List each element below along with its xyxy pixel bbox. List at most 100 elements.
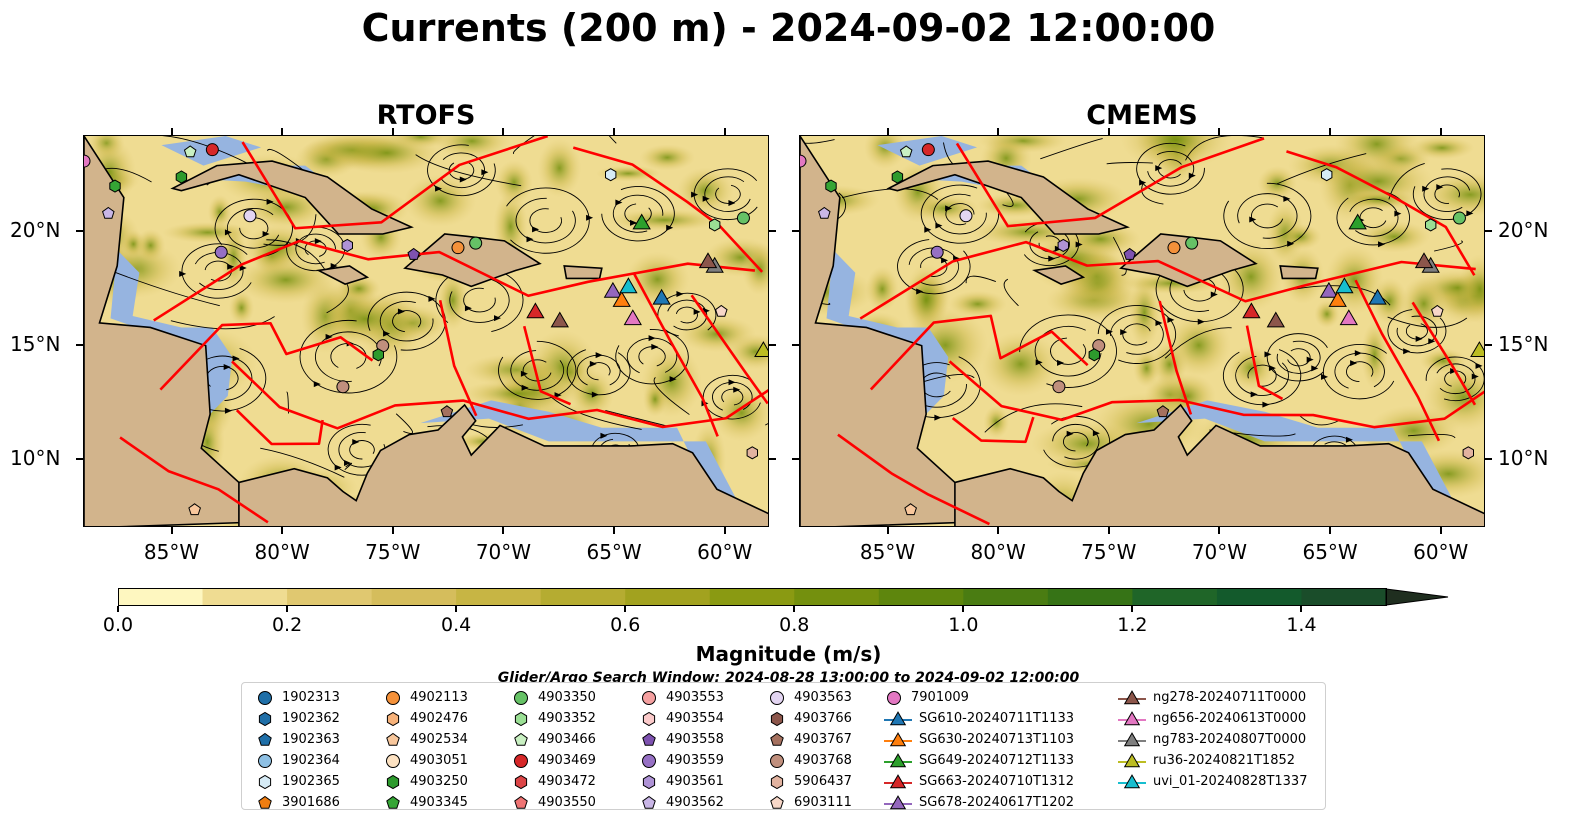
legend-circle-marker [642,753,656,768]
legend-label: 4902113 [410,690,468,705]
legend-entry: ng656-20240613T0000 [1117,708,1307,729]
cmems-float-marker-6 [959,209,973,223]
cmems-float-marker-20 [1335,277,1354,294]
y-tick-mark [1485,457,1492,460]
colorbar-bin [1132,589,1218,605]
colorbar-tick-label: 0.2 [271,614,303,636]
lon-tick-label: 80°W [970,540,1026,564]
x-tick-mark [281,128,284,135]
rtofs-float-marker-18 [603,281,623,298]
lat-tick-label: 15°N [1498,331,1549,356]
legend-pentagon-marker [642,795,656,809]
legend-entry: SG663-20240710T1312 [883,771,1074,792]
legend-entry: 5906437 [766,771,852,792]
rtofs-float-marker-17 [550,311,569,328]
legend-entry: uvi_01-20240828T1337 [1117,771,1307,792]
y-tick-mark [769,457,776,460]
colorbar-tick-mark [286,606,289,612]
cmems-float-marker-22 [1368,288,1387,305]
colorbar-bin [371,589,457,605]
rtofs-float-marker-29 [440,405,454,418]
x-tick-mark [281,527,284,534]
lon-tick-label: 75°W [1081,540,1137,564]
x-tick-mark [723,128,726,135]
legend-hexagon-marker [386,711,400,726]
legend-entry: 3901686 [254,792,340,813]
legend-hexagon-marker [514,774,528,789]
rtofs-float-marker-22 [652,288,671,305]
y-tick-mark [792,343,799,346]
y-tick-mark [769,343,776,346]
legend-circle-marker [386,753,400,768]
cmems-float-marker-29 [1156,405,1170,418]
x-tick-mark [391,128,394,135]
x-tick-mark [1439,527,1442,534]
legend-label: 6903111 [794,795,852,810]
legend-entry: 4902534 [382,729,468,750]
legend-hexagon-marker [770,711,784,726]
legend-label: 1902313 [282,690,340,705]
legend-entry: ng783-20240807T0000 [1117,729,1307,750]
lon-tick-label: 85°W [143,540,200,564]
y-tick-mark [792,229,799,232]
lon-tick-label: 70°W [475,540,532,564]
legend-hexagon-marker [642,774,656,789]
legend-entry: 4903345 [382,792,468,813]
legend-label: 4903466 [538,732,596,747]
map-panel-rtofs[interactable] [83,135,769,527]
colorbar-tick-mark [455,606,458,612]
legend-circle-marker [514,690,528,705]
legend-triangle-marker [889,794,907,809]
cmems-float-marker-26 [1052,380,1066,394]
legend-label: SG649-20240712T1133 [919,753,1075,768]
cmems-float-marker-16 [1242,302,1261,319]
rtofs-float-marker-24 [698,252,718,269]
y-tick-mark [76,343,83,346]
colorbar-tick-mark [793,606,796,612]
legend-entry: ng278-20240711T0000 [1117,687,1307,708]
legend-pentagon-marker [770,732,784,746]
lat-tick-label: 20°N [10,217,61,242]
rtofs-float-marker-9 [407,247,420,260]
legend-pentagon-marker [514,732,528,746]
legend-label: 4903558 [666,732,724,747]
legend-column: 1902313 1902362 1902363 1902364 1902365 39016… [254,687,340,813]
cmems-float-marker-21 [1339,309,1358,326]
map-panel-cmems[interactable] [799,135,1485,527]
legend-circle-marker [258,690,272,705]
legend-entry: 1902313 [254,687,340,708]
legend-hexagon-marker [258,711,272,726]
legend-entry: 1902363 [254,729,340,750]
cmems-float-marker-2 [891,170,904,184]
rtofs-float-marker-13 [709,218,721,232]
legend-entry: 4903553 [638,687,724,708]
colorbar-extend-arrow [1385,588,1449,606]
legend-circle-marker [514,753,528,768]
legend-entry: 4903559 [638,750,724,771]
x-tick-mark [170,527,173,534]
legend-entry: 4903469 [510,750,596,771]
legend-label: 4903553 [666,690,724,705]
legend-label: SG663-20240710T1312 [919,774,1075,789]
legend-hexagon-marker [642,711,656,726]
colorbar-bin [878,589,964,605]
legend-circle-marker [887,690,901,705]
cmems-float-marker-13 [1425,218,1437,232]
legend-entry: 4903472 [510,771,596,792]
figure-title: Currents (200 m) - 2024-09-02 12:00:00 [361,6,1216,50]
legend-entry: SG678-20240617T1202 [883,792,1074,813]
legend-triangle-marker [1123,710,1141,725]
x-tick-mark [1439,128,1442,135]
colorbar-tick-label: 0.8 [779,614,810,636]
lon-tick-label: 85°W [859,540,916,564]
colorbar-tick-mark [117,606,119,612]
rtofs-float-marker-6 [243,209,257,223]
legend-column: ng278-20240711T0000 ng656-20240613T0000 ng… [1117,687,1307,792]
legend-entry: 4903563 [766,687,852,708]
rtofs-float-marker-32 [746,446,758,460]
legend-label: 1902363 [282,732,340,747]
colorbar-tick-label: 0.0 [102,614,134,636]
rtofs-float-marker-0 [205,143,219,157]
rtofs-float-marker-5 [102,206,115,219]
legend-entry: 7901009 [883,687,1074,708]
